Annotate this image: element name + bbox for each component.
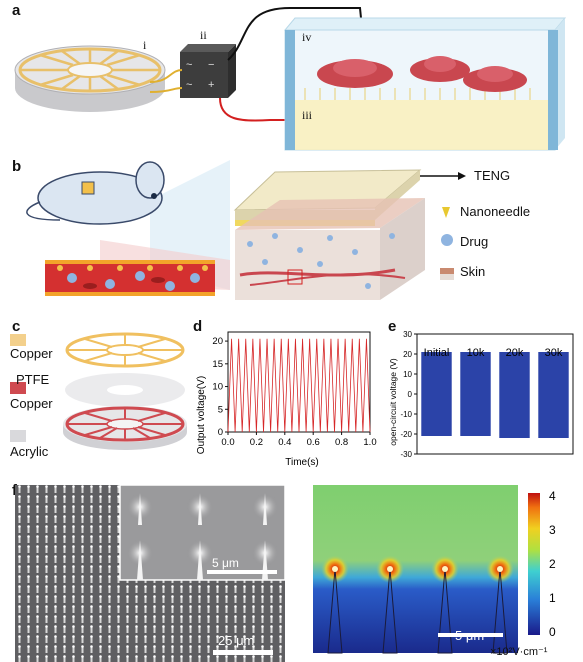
e-category-label: 10k	[467, 347, 485, 359]
panel-letter-c: c	[12, 318, 21, 335]
d-xtick-label: 0.8	[335, 437, 348, 448]
d-ytick-label: 5	[218, 404, 223, 415]
g-needle-tip	[387, 566, 393, 572]
colorbar-tick-label: 4	[549, 489, 556, 503]
panel-letter-e: e	[388, 318, 397, 335]
inset-scale-label: 5 μm	[212, 556, 239, 570]
colorbar-tick-label: 0	[549, 625, 556, 639]
e-ytick-label: -10	[400, 410, 412, 419]
main-scale-bar	[213, 650, 273, 655]
acrylic-swatch	[10, 430, 26, 442]
e-ytick-label: 10	[403, 370, 412, 379]
e-ytick-label: 30	[403, 330, 412, 339]
d-xtick-label: 0.6	[307, 437, 320, 448]
chart-output-voltage: Output voltage(V) Time(s) 0.0 0.2 0.4 0.6 0.…	[196, 331, 377, 468]
sem-inset	[119, 485, 285, 581]
g-needle	[327, 568, 343, 654]
panel-letter-b: b	[12, 158, 22, 175]
label-teng: TENG	[474, 168, 511, 183]
g-scale-label: 5 μm	[455, 628, 485, 643]
e-ytick-label: 20	[403, 350, 412, 359]
label-skin: Skin	[460, 264, 486, 279]
drug-icon	[441, 234, 453, 246]
label-ptfe: PTFE	[16, 372, 50, 387]
label-ii: ii	[200, 28, 207, 42]
colorbar-tick-label: 2	[549, 557, 556, 571]
e-bar	[499, 352, 530, 438]
panel-g-field-map: 0 1 2 3 4	[313, 485, 556, 654]
g-needle-tip	[497, 566, 503, 572]
blood-vessel	[45, 260, 215, 296]
colorbar-tick-label: 3	[549, 523, 556, 537]
d-xtick-label: 0.4	[278, 437, 291, 448]
d-plot-frame	[227, 331, 371, 433]
d-ytick-label: 20	[212, 336, 223, 347]
label-iii: iii	[302, 108, 313, 122]
nanoneedle-icon	[442, 207, 450, 218]
g-scale-bar	[438, 633, 503, 637]
panel-c-exploded	[10, 332, 187, 450]
d-xtick-label: 1.0	[363, 437, 376, 448]
colorbar-tick-label: 1	[549, 591, 556, 605]
g-needle-tip	[442, 566, 448, 572]
g-needle	[492, 568, 508, 654]
label-acrylic: Acrylic	[10, 444, 49, 459]
e-ylabel: open-circuit voltage (V)	[388, 358, 398, 446]
e-bar	[460, 352, 491, 436]
svg-text:−: −	[208, 59, 214, 71]
g-unit-label: ×10²V·cm⁻¹	[490, 646, 548, 658]
label-iv: iv	[302, 30, 312, 44]
e-category-label: 30k	[545, 347, 563, 359]
panel-f-sem	[15, 485, 285, 662]
panel-letter-f: f	[12, 482, 17, 499]
d-xtick-label: 0.2	[250, 437, 263, 448]
skin-block	[233, 169, 425, 300]
label-i: i	[143, 38, 147, 52]
mouse-illustration	[26, 161, 165, 225]
copper-swatch-1	[10, 334, 26, 346]
label-nanoneedle: Nanoneedle	[460, 204, 531, 219]
chart-open-circuit-voltage: open-circuit voltage (V) 30 20 10 0 -10 -20 -3…	[388, 330, 574, 459]
d-ytick-label: 15	[212, 359, 223, 370]
g-needle	[437, 568, 453, 654]
svg-text:~: ~	[186, 59, 192, 71]
d-ytick-label: 10	[212, 382, 223, 393]
main-scale-label: 25 μm	[218, 633, 255, 648]
label-copper-1: Copper	[10, 346, 53, 361]
e-ytick-label: -20	[400, 430, 412, 439]
d-xlabel: Time(s)	[285, 457, 319, 468]
rectifier: ~ − ~ +	[180, 44, 236, 98]
ptfe-swatch	[10, 382, 26, 394]
colorbar	[528, 493, 540, 635]
g-needle	[382, 568, 398, 654]
e-category-label: 20k	[506, 347, 524, 359]
d-ytick-label: 0	[218, 427, 223, 438]
cell-chamber	[283, 17, 567, 151]
d-xtick-label: 0.0	[221, 437, 234, 448]
label-copper-2: Copper	[10, 396, 53, 411]
e-ytick-label: 0	[408, 390, 413, 399]
d-ylabel: Output voltage(V)	[196, 376, 207, 454]
svg-text:~: ~	[186, 79, 192, 91]
e-ytick-label: -30	[400, 450, 412, 459]
panel-a-schematic: ~ − ~ +	[14, 7, 567, 151]
svg-text:+: +	[208, 79, 214, 91]
e-bar	[538, 352, 569, 438]
skin-icon	[440, 268, 454, 274]
e-bar	[421, 352, 452, 436]
d-series-line	[227, 338, 371, 433]
panel-b-schematic	[26, 160, 466, 300]
e-category-label: Initial	[424, 347, 450, 359]
inset-scale-bar	[207, 570, 277, 574]
label-drug: Drug	[460, 234, 489, 249]
g-needle-tip	[332, 566, 338, 572]
panel-letter-a: a	[12, 2, 21, 19]
disk-teng	[14, 45, 166, 112]
panel-letter-d: d	[193, 318, 203, 335]
